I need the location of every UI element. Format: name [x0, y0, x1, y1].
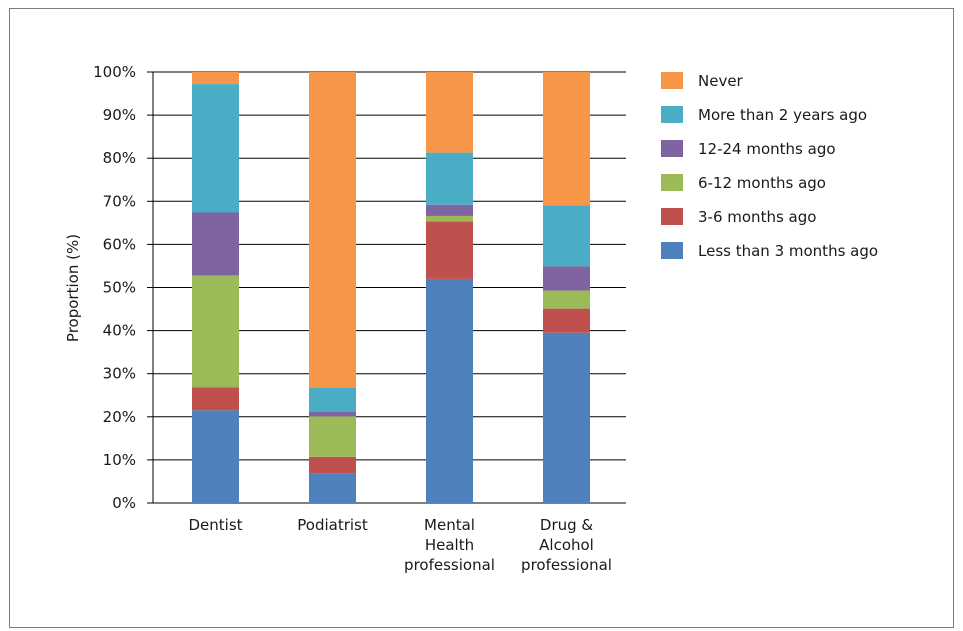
y-tick-label: 30% [103, 365, 136, 383]
legend-label: More than 2 years ago [698, 106, 867, 124]
legend-swatch [661, 208, 683, 225]
bar-segment [309, 387, 356, 412]
bar-segment [309, 72, 356, 388]
y-tick-labels: 0% 10% 20% 30% 40% 50% 60% 70% 80% 90% 100% [93, 63, 136, 512]
bar-segment [543, 290, 590, 309]
bar-segment [309, 416, 356, 457]
y-axis-label: Proportion (%) [64, 234, 82, 342]
legend-swatch [661, 72, 683, 89]
x-category-label: Podiatrist [297, 516, 368, 534]
bar-segment [543, 205, 590, 267]
bar-segment [426, 215, 473, 222]
y-tick-label: 60% [103, 235, 136, 253]
x-category-label: Drug & Alcohol professional [521, 516, 612, 574]
bar-segment [543, 308, 590, 333]
bar-segment [426, 278, 473, 503]
y-tick-label: 50% [103, 279, 136, 297]
legend-swatch [661, 174, 683, 191]
x-category-labels: Dentist Podiatrist Mental Health professiona… [188, 516, 611, 574]
bar-segment [426, 72, 473, 153]
bar-segment [192, 275, 239, 388]
bar-segment [426, 221, 473, 279]
legend: Never More than 2 years ago 12-24 months a… [661, 72, 878, 260]
legend-swatch [661, 140, 683, 157]
bar-segment [543, 332, 590, 503]
bar-segment [309, 411, 356, 417]
y-tick-label: 80% [103, 149, 136, 167]
bar-segment [192, 212, 239, 276]
x-category-label: Mental Health professional [404, 516, 495, 574]
legend-label: Never [698, 72, 744, 90]
bar-segment [192, 84, 239, 213]
y-tick-label: 40% [103, 322, 136, 340]
bar-segment [192, 387, 239, 411]
bars [192, 72, 590, 503]
bar-segment [543, 266, 590, 291]
bar-segment [192, 72, 239, 85]
bar-segment [309, 473, 356, 503]
legend-swatch [661, 106, 683, 123]
y-tick-label: 0% [112, 494, 136, 512]
legend-label: 3-6 months ago [698, 208, 816, 226]
y-tick-label: 90% [103, 106, 136, 124]
legend-swatch [661, 242, 683, 259]
chart-frame [9, 8, 954, 628]
y-tick-label: 20% [103, 408, 136, 426]
bar-segment [543, 72, 590, 206]
y-tick-label: 100% [93, 63, 136, 81]
bar-segment [426, 204, 473, 216]
bar-segment [309, 456, 356, 474]
y-tick-label: 10% [103, 451, 136, 469]
bar-segment [192, 410, 239, 503]
x-category-label: Dentist [188, 516, 242, 534]
y-tick-label: 70% [103, 192, 136, 210]
legend-label: Less than 3 months ago [698, 242, 878, 260]
bar-segment [426, 152, 473, 205]
legend-label: 12-24 months ago [698, 140, 836, 158]
legend-label: 6-12 months ago [698, 174, 826, 192]
